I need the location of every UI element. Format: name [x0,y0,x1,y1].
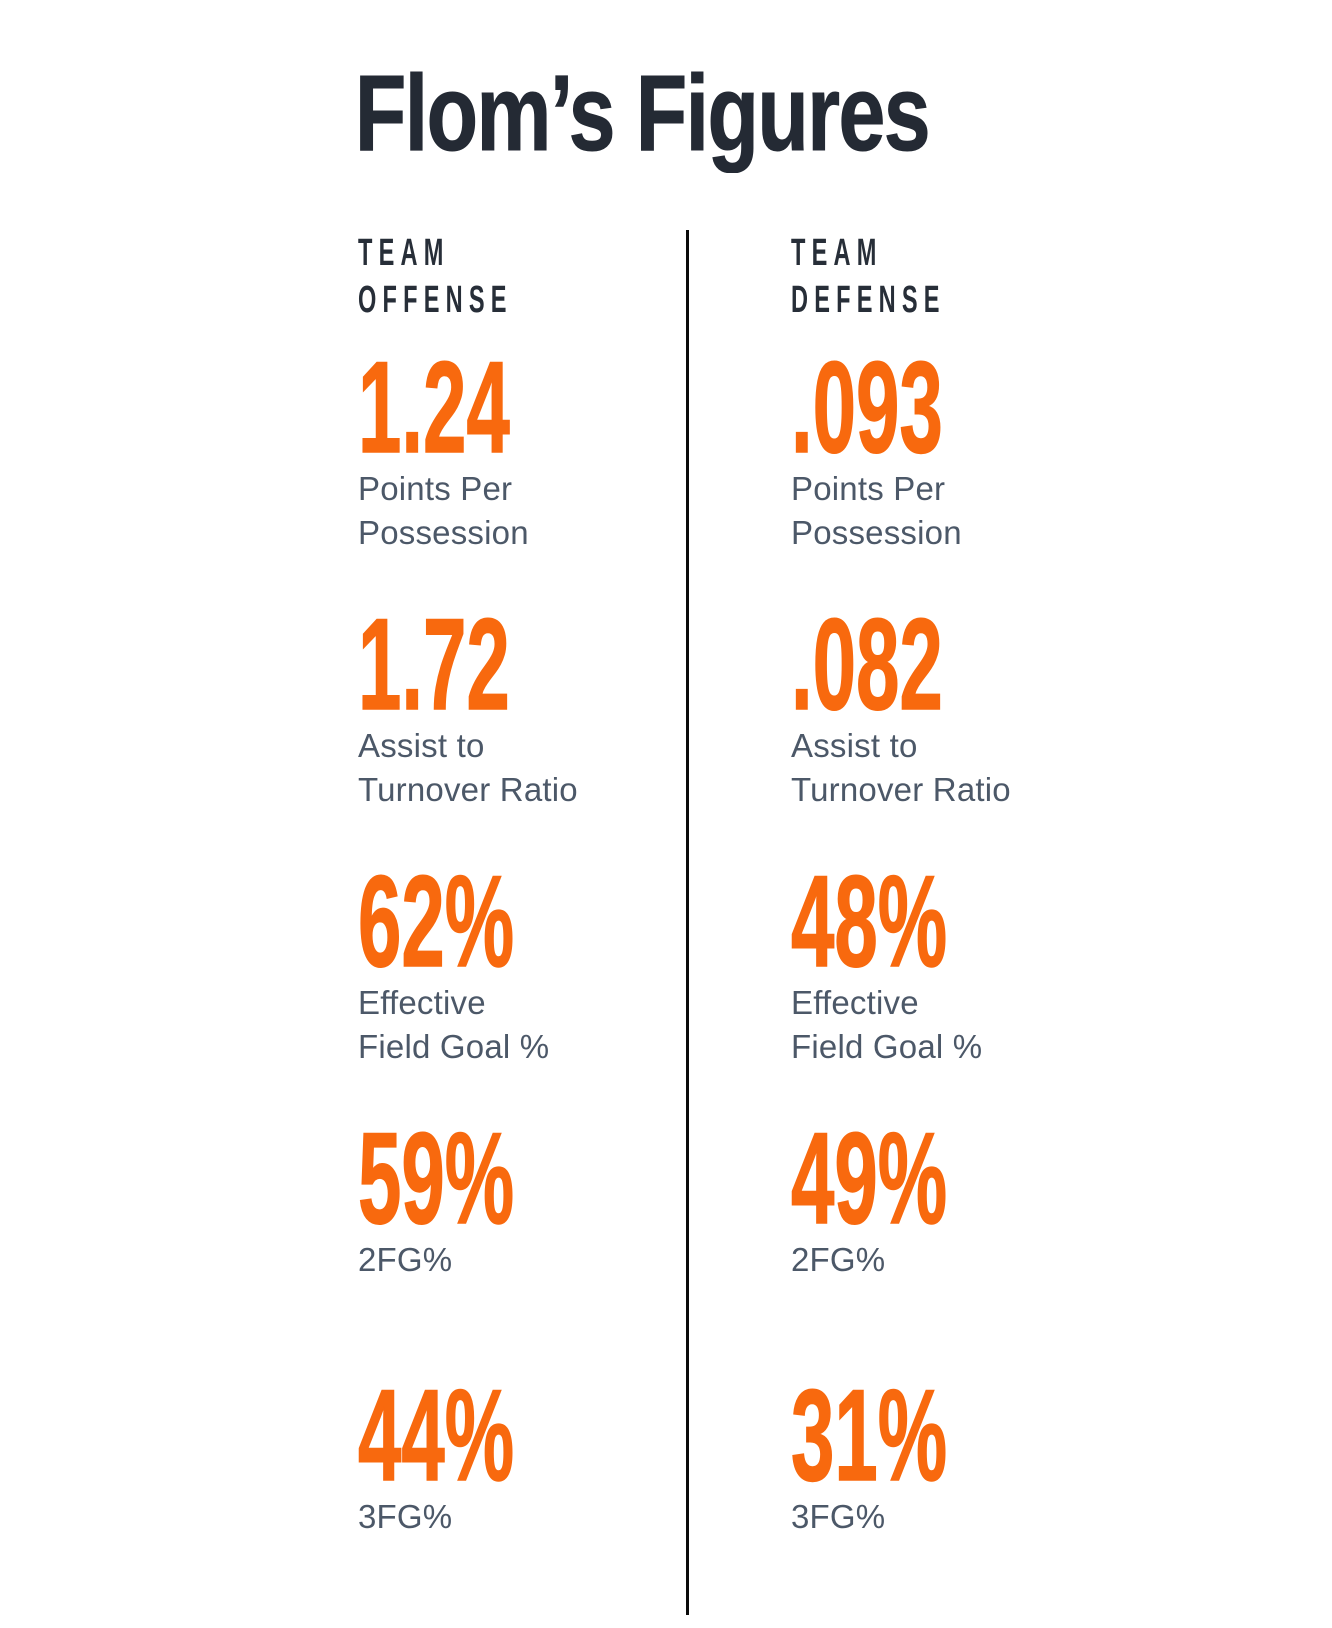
column-divider [686,230,689,1615]
stat-value: 1.72 [358,591,511,737]
stat-label-line: Field Goal % [791,1028,983,1065]
stat-block-defense-ppp: .093 Points Per Possession [791,334,1051,604]
stat-label: Assist to Turnover Ratio [791,724,1051,812]
stat-value: 48% [791,848,948,994]
stat-value: .093 [791,334,944,480]
column-header-defense: TEAM DEFENSE [791,230,952,324]
stat-label-line: Possession [358,514,529,551]
stat-block-defense-ato: .082 Assist to Turnover Ratio [791,591,1051,861]
stat-label-line: 2FG% [358,1241,453,1278]
page-title: Flom’s Figures [354,52,932,173]
stat-label: 3FG% [358,1495,686,1539]
stat-block-defense-2fg: 49% 2FG% [791,1105,1051,1375]
stat-label: Assist to Turnover Ratio [358,724,686,812]
column-team-offense: TEAM OFFENSE 1.24 Points Per Possession … [0,230,686,1539]
stat-label-line: Effective [358,984,486,1021]
stat-value: 44% [358,1362,515,1508]
stat-value: 49% [791,1105,948,1251]
stat-label-line: 3FG% [791,1498,886,1535]
stat-label-line: Turnover Ratio [358,771,578,808]
stat-label-line: Points Per [791,470,946,507]
stat-label: 2FG% [791,1238,1051,1282]
stat-label: 2FG% [358,1238,686,1282]
stat-value: 59% [358,1105,515,1251]
stat-block-offense-2fg: 59% 2FG% [358,1105,686,1375]
stat-label-line: Points Per [358,470,513,507]
stat-value: .082 [791,591,944,737]
stat-label: 3FG% [791,1495,1051,1539]
column-team-defense: TEAM DEFENSE .093 Points Per Possession … [689,230,1051,1539]
stat-value: 1.24 [358,334,511,480]
column-header-offense: TEAM OFFENSE [358,230,561,324]
stat-block-defense-3fg: 31% 3FG% [791,1362,1051,1539]
stat-label-line: Field Goal % [358,1028,550,1065]
stat-label-line: Effective [791,984,919,1021]
stat-label: Effective Field Goal % [791,981,1051,1069]
stat-label: Points Per Possession [791,467,1051,555]
stat-label-line: 3FG% [358,1498,453,1535]
stat-label-line: Assist to [358,727,485,764]
stat-block-offense-ppp: 1.24 Points Per Possession [358,334,686,604]
stat-value: 31% [791,1362,948,1508]
stat-label: Effective Field Goal % [358,981,686,1069]
stat-block-offense-ato: 1.72 Assist to Turnover Ratio [358,591,686,861]
stat-label-line: Possession [791,514,962,551]
stat-block-defense-efg: 48% Effective Field Goal % [791,848,1051,1118]
stats-columns: TEAM OFFENSE 1.24 Points Per Possession … [0,230,1332,1615]
header-line-defense: DEFENSE [791,279,946,321]
stat-label-line: 2FG% [791,1241,886,1278]
stat-label-line: Turnover Ratio [791,771,1011,808]
header-line-team: TEAM [791,232,883,274]
stat-block-offense-3fg: 44% 3FG% [358,1362,686,1539]
header-line-team: TEAM [358,232,450,274]
stat-value: 62% [358,848,515,994]
stat-label: Points Per Possession [358,467,686,555]
stat-label-line: Assist to [791,727,918,764]
stat-block-offense-efg: 62% Effective Field Goal % [358,848,686,1118]
header-line-offense: OFFENSE [358,279,513,321]
